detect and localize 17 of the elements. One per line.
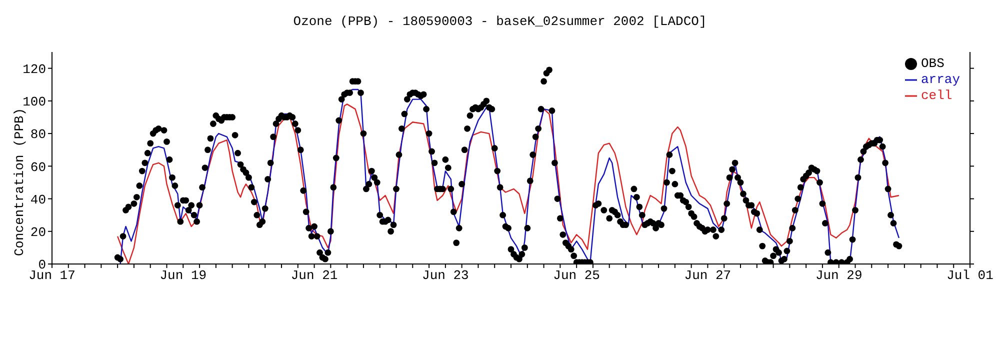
legend-label: OBS — [920, 56, 944, 71]
y-tick-label: 80 — [30, 127, 46, 142]
y-tick-label: 100 — [22, 94, 46, 110]
x-tick-label: Jun 19 — [160, 268, 207, 284]
y-tick-label: 40 — [30, 192, 46, 208]
x-tick-label: Jun 25 — [553, 268, 600, 284]
x-tick-label: Jun 27 — [684, 268, 732, 284]
legend-label: array — [920, 72, 960, 87]
y-tick-label: 60 — [30, 160, 46, 175]
y-tick-label: 20 — [30, 225, 46, 240]
x-tick-label: Jun 23 — [422, 268, 469, 284]
x-tick-label: Jun 21 — [290, 268, 338, 284]
x-tick-label: Jun 29 — [815, 268, 862, 284]
legend-label: cell — [920, 88, 952, 103]
y-tick-label: 120 — [22, 62, 46, 77]
x-tick-label: Jul 01 — [946, 268, 994, 284]
chart-title: Ozone (PPB) - 180590003 - baseK_02summer 2002 [LADCO] — [292, 13, 708, 31]
